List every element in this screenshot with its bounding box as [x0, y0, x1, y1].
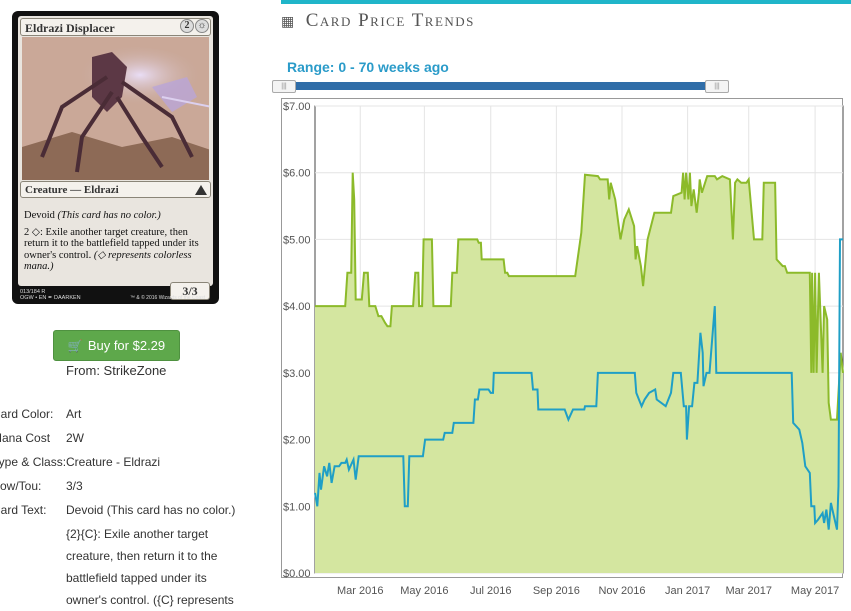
colorless-reminder: (◇ represents colorless mana.)	[24, 249, 192, 273]
price-chart: $0.00 $1.00 $2.00 $3.00 $4.00 $5.00 $6.00 $7.00…	[281, 98, 851, 603]
x-tick-label: May 2017	[791, 585, 839, 597]
set-artist-line: OGW • EN ✒ DAARKEN	[20, 295, 81, 301]
paper-price-line	[315, 172, 844, 421]
card-text-line: battlefield tapped under its	[66, 571, 207, 585]
paper-price-area	[315, 172, 843, 573]
generic-mana-symbol: 2	[180, 19, 194, 33]
detail-value: Devoid (This card has no color.)	[66, 503, 236, 517]
card-type-line: Creature — Eldrazi	[25, 184, 119, 196]
card-power-toughness: 3/3	[170, 282, 210, 300]
card-ability-text: 2 ◇: Exile another target creature, then…	[24, 226, 199, 261]
y-tick-label: $0.00	[283, 568, 311, 580]
card-image: Eldrazi Displacer 2 ☼	[12, 11, 219, 304]
x-tick-label: Jan 2017	[665, 585, 710, 597]
x-tick-label: Mar 2016	[337, 585, 383, 597]
x-tick-label: Jul 2016	[470, 585, 512, 597]
panel-title: ▦ Card Price Trends	[281, 10, 475, 32]
x-tick-label: Nov 2016	[598, 585, 645, 597]
card-text-line: {2}{C}: Exile another target	[66, 527, 209, 541]
online-price-line	[314, 238, 843, 530]
range-slider-track[interactable]	[280, 82, 721, 90]
detail-label: Mana Cost	[0, 431, 51, 445]
card-copyright: ™ & © 2016 Wizards of the Coast	[130, 295, 206, 301]
card-name-bar: Eldrazi Displacer	[20, 18, 211, 36]
y-tick-label: $4.00	[283, 301, 311, 313]
y-tick-label: $1.00	[283, 501, 311, 513]
card-mana-cost: 2 ☼	[179, 19, 209, 33]
card-art	[22, 37, 209, 180]
card-name: Eldrazi Displacer	[25, 21, 115, 35]
white-mana-icon: ☼	[195, 19, 209, 33]
set-symbol-icon	[195, 185, 207, 195]
detail-value: Creature - Eldrazi	[66, 455, 161, 469]
range-slider-handle-start[interactable]: |||	[272, 80, 296, 93]
detail-label: Card Text:	[0, 503, 47, 517]
detail-value: 2W	[66, 431, 84, 445]
accent-bar	[281, 0, 851, 4]
card-type-bar: Creature — Eldrazi	[20, 181, 211, 198]
y-tick-label: $6.00	[283, 168, 311, 180]
collector-number: 013/184 R	[20, 289, 46, 295]
detail-label: Card Color:	[0, 407, 54, 421]
devoid-keyword: Devoid	[24, 210, 55, 221]
x-tick-label: Mar 2017	[725, 585, 771, 597]
panel-title-text: Card Price Trends	[305, 10, 475, 31]
devoid-reminder: (This card has no color.)	[57, 210, 161, 221]
card-text-continued: {2}{C}: Exile another target creature, th…	[66, 523, 266, 611]
x-tick-label: Sep 2016	[533, 585, 580, 597]
range-label: Range: 0 - 70 weeks ago	[287, 59, 449, 75]
seller-label: From: StrikeZone	[66, 363, 167, 378]
card-rules-text: Devoid (This card has no color.) 2 ◇: Ex…	[24, 210, 207, 278]
price-chart-svg: $0.00 $1.00 $2.00 $3.00 $4.00 $5.00 $6.00 $7.00…	[281, 98, 844, 597]
detail-value: Art	[66, 407, 82, 421]
range-slider[interactable]: ||| |||	[272, 80, 729, 93]
card-frame: Eldrazi Displacer 2 ☼	[18, 16, 213, 300]
buy-button[interactable]: 🛒 Buy for $2.29	[53, 330, 180, 361]
eldrazi-art	[22, 37, 209, 180]
x-tick-label: May 2016	[400, 585, 448, 597]
card-collector-info: 013/184 R OGW • EN ✒ DAARKEN	[20, 289, 81, 301]
y-tick-label: $5.00	[283, 234, 311, 246]
detail-label: Type & Class:	[0, 455, 67, 469]
detail-label: Pow/Tou:	[0, 479, 42, 493]
y-tick-label: $7.00	[283, 101, 311, 113]
shopping-cart-icon: 🛒	[67, 339, 83, 353]
detail-value: 3/3	[66, 479, 83, 493]
y-tick-label: $2.00	[283, 435, 311, 447]
calendar-icon: ▦	[281, 15, 296, 30]
range-slider-handle-end[interactable]: |||	[705, 80, 729, 93]
buy-button-label: Buy for $2.29	[87, 338, 166, 353]
card-text-line: creature, then return it to the	[66, 549, 218, 563]
y-tick-label: $3.00	[283, 368, 311, 380]
card-text-line: owner's control. ({C} represents	[66, 593, 234, 607]
